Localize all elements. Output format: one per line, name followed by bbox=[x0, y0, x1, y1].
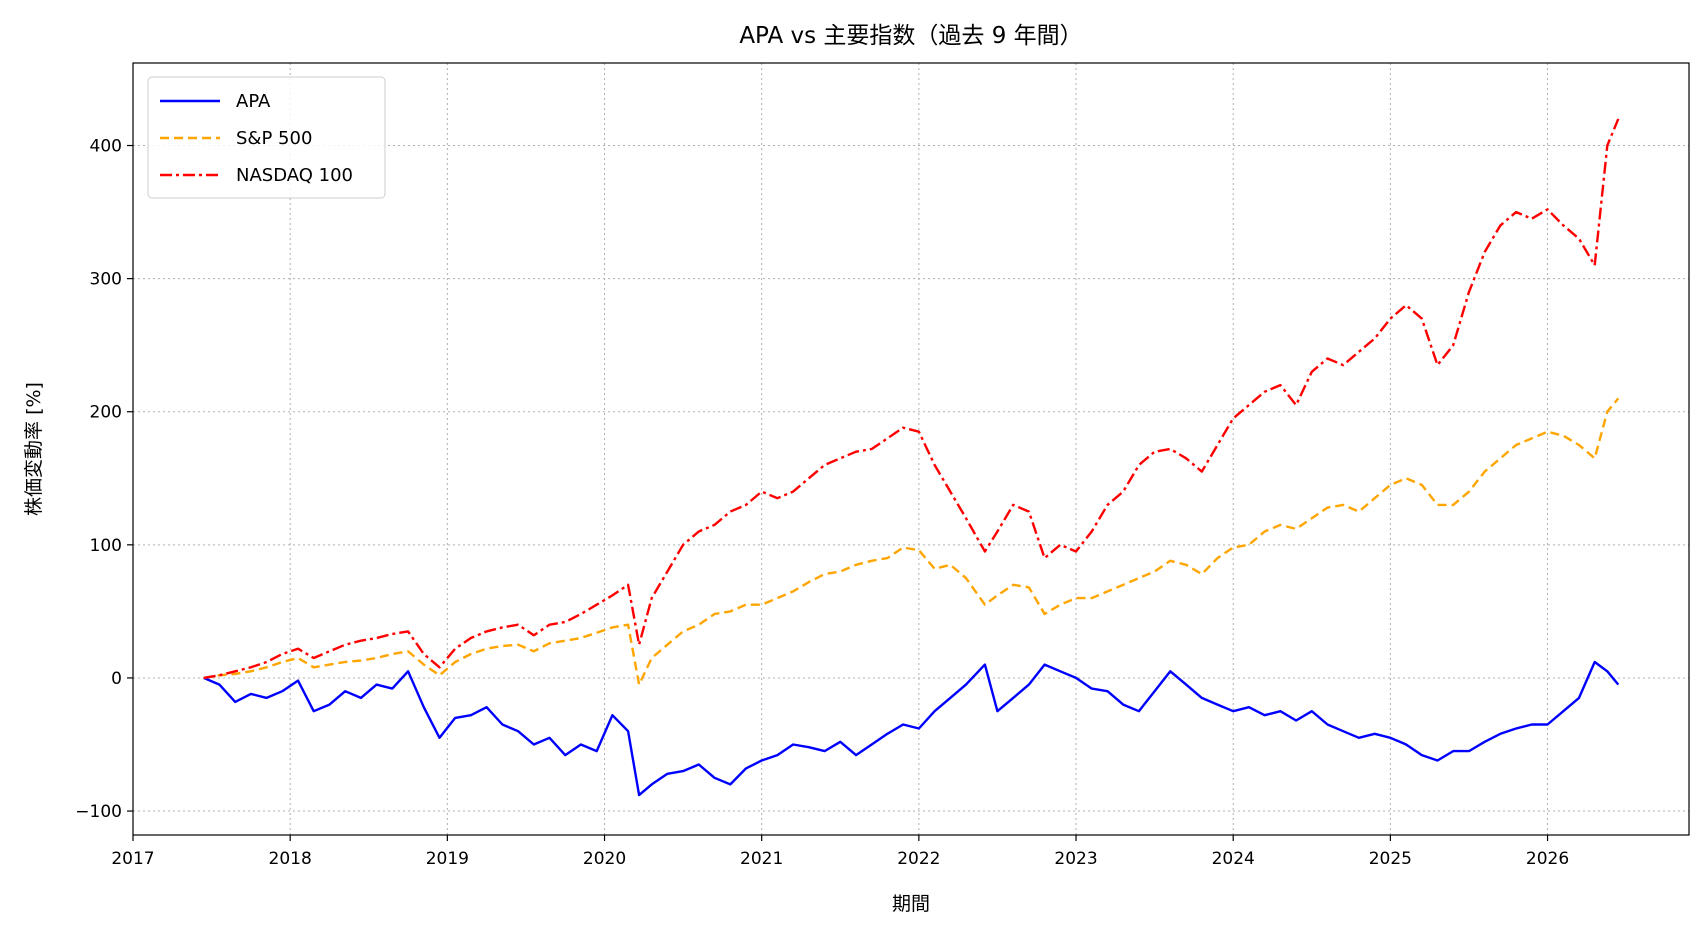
series-line-2 bbox=[203, 118, 1620, 680]
series-layer bbox=[203, 118, 1620, 797]
y-axis: −100 0 100 200 300 400 bbox=[75, 137, 133, 822]
y-tick-label: 100 bbox=[90, 536, 122, 556]
y-tick-label: 300 bbox=[90, 270, 122, 290]
x-tick-label: 2025 bbox=[1369, 849, 1412, 869]
x-tick-label: 2017 bbox=[111, 849, 154, 869]
chart-title: APA vs 主要指数（過去 9 年間） bbox=[739, 23, 1082, 49]
x-tick-label: 2020 bbox=[583, 849, 626, 869]
y-tick-label: 200 bbox=[90, 403, 122, 423]
y-tick-label: 400 bbox=[90, 137, 122, 157]
x-tick-label: 2018 bbox=[269, 849, 312, 869]
y-tick-label: 0 bbox=[111, 669, 122, 689]
x-tick-label: 2023 bbox=[1054, 849, 1097, 869]
y-tick-label: −100 bbox=[75, 802, 122, 822]
x-tick-label: 2024 bbox=[1212, 849, 1255, 869]
legend-box bbox=[147, 76, 386, 199]
plot-frame bbox=[132, 62, 1690, 836]
legend-label-1: S&P 500 bbox=[236, 128, 312, 149]
x-axis: 2017 2018 2019 2020 2021 2022 2023 2024 2025 2026 bbox=[111, 835, 1569, 869]
x-axis-label: 期間 bbox=[892, 893, 930, 915]
y-axis-label: 株価変動率 [%] bbox=[23, 382, 45, 516]
series-line-0 bbox=[203, 660, 1620, 797]
series-line-1 bbox=[203, 397, 1620, 686]
legend: APA S&P 500 NASDAQ 100 bbox=[147, 76, 386, 199]
x-tick-label: 2019 bbox=[426, 849, 469, 869]
x-tick-label: 2021 bbox=[740, 849, 783, 869]
legend-label-2: NASDAQ 100 bbox=[236, 165, 353, 186]
x-tick-label: 2022 bbox=[897, 849, 940, 869]
legend-label-0: APA bbox=[236, 91, 271, 112]
x-tick-label: 2026 bbox=[1526, 849, 1569, 869]
